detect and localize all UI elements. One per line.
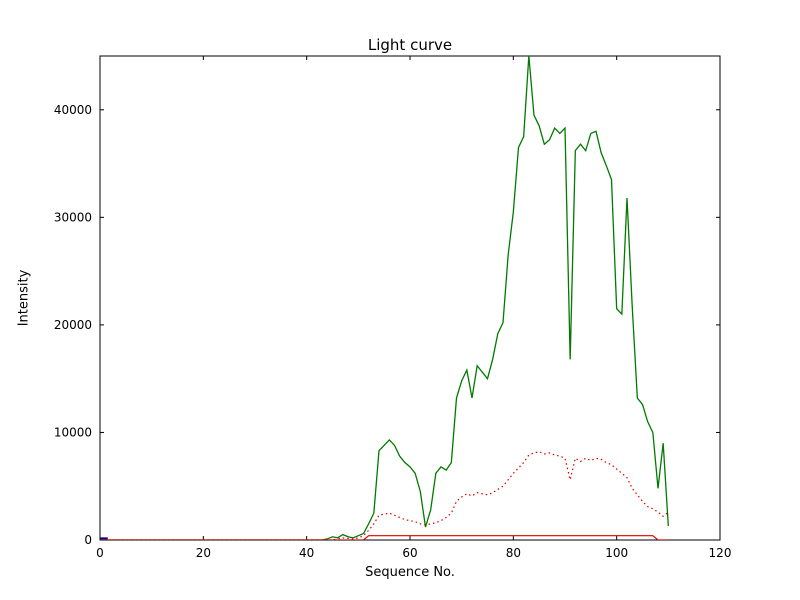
x-tick-label: 40 (299, 546, 314, 560)
series-baseline (100, 535, 669, 540)
series-intensity-secondary (100, 451, 669, 540)
x-tick-label: 80 (506, 546, 521, 560)
y-tick-label: 30000 (54, 210, 92, 224)
y-tick-label: 20000 (54, 318, 92, 332)
chart-title: Light curve (367, 36, 453, 54)
x-tick-label: 20 (196, 546, 211, 560)
series-intensity-main (100, 56, 669, 540)
y-tick-label: 10000 (54, 425, 92, 439)
x-tick-label: 120 (709, 546, 732, 560)
y-tick-label: 40000 (54, 103, 92, 117)
y-tick-label: 0 (84, 533, 92, 547)
y-axis-label: Intensity (16, 269, 32, 327)
x-axis-label: Sequence No. (365, 565, 455, 580)
x-tick-label: 0 (96, 546, 104, 560)
x-tick-label: 100 (605, 546, 628, 560)
x-tick-label: 60 (402, 546, 417, 560)
